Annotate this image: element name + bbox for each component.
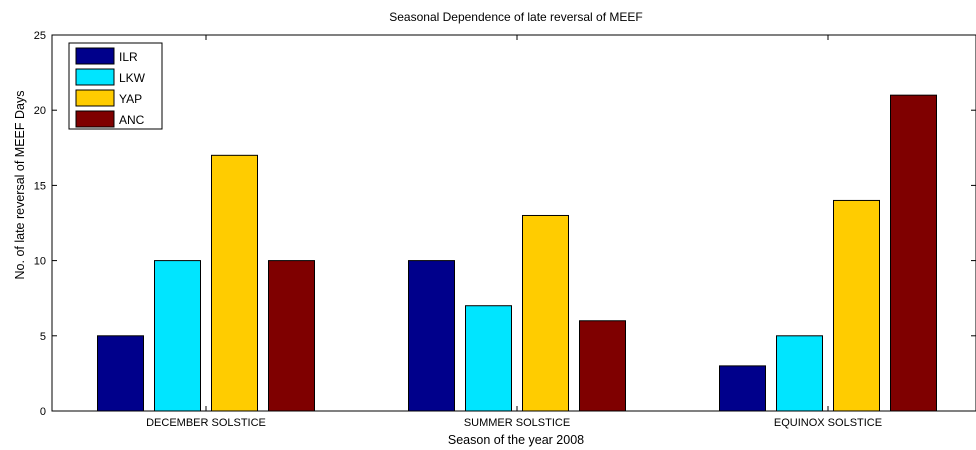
bar-yap	[833, 199, 880, 412]
y-axis-label: No. of late reversal of MEEF Days	[13, 91, 27, 280]
y-tick-label: 10	[34, 256, 46, 268]
bar-anc	[890, 94, 937, 412]
bar-yap	[522, 214, 569, 412]
legend-swatch	[75, 89, 115, 107]
legend-swatch	[75, 68, 115, 86]
y-tick-label: 15	[34, 180, 46, 192]
bar-lkw	[465, 305, 512, 412]
legend-swatch	[75, 47, 115, 65]
x-axis: DECEMBER SOLSTICE SUMMER SOLSTICE EQUINOX …	[146, 35, 882, 429]
bar-ilr	[719, 365, 766, 412]
y-tick-label: 0	[40, 406, 46, 418]
legend-swatch	[75, 110, 115, 128]
bars-group	[97, 94, 937, 412]
legend-label: LKW	[119, 71, 146, 85]
x-tick-label: EQUINOX SOLSTICE	[774, 417, 882, 429]
legend-label: ILR	[119, 50, 138, 64]
bar-yap	[211, 154, 258, 412]
y-tick-label: 25	[34, 30, 46, 42]
x-axis-label: Season of the year 2008	[448, 433, 584, 447]
legend-label: ANC	[119, 113, 145, 127]
bar-ilr	[97, 335, 144, 412]
y-tick-label: 5	[40, 331, 46, 343]
bar-ilr	[408, 260, 455, 412]
bar-anc	[268, 260, 315, 412]
chart-title: Seasonal Dependence of late reversal of …	[389, 10, 642, 24]
legend-label: YAP	[119, 92, 142, 106]
y-tick-label: 20	[34, 105, 46, 117]
legend: ILR LKW YAP ANC	[68, 42, 163, 130]
bar-anc	[579, 320, 626, 412]
x-tick-label: SUMMER SOLSTICE	[464, 417, 570, 429]
x-tick-label: DECEMBER SOLSTICE	[146, 417, 266, 429]
bar-lkw	[776, 335, 823, 412]
bar-lkw	[154, 260, 201, 412]
y-axis: 0 5 10 15 20 25	[34, 30, 976, 418]
